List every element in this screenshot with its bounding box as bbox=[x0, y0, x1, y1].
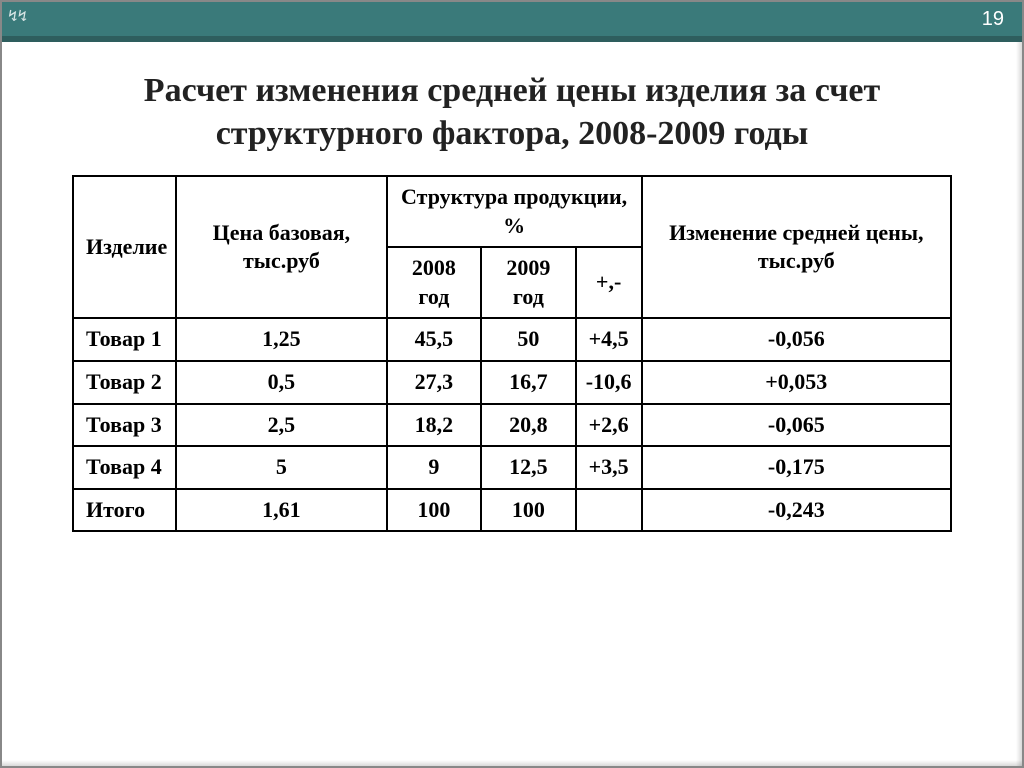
th-base-price: Цена базовая, тыс.руб bbox=[176, 176, 386, 318]
cell-avg-change: -0,175 bbox=[642, 446, 951, 489]
cell-delta: +3,5 bbox=[576, 446, 642, 489]
cell-year1: 27,3 bbox=[387, 361, 482, 404]
cell-year2: 100 bbox=[481, 489, 576, 532]
page-number: 19 bbox=[982, 8, 1004, 31]
cell-year2: 12,5 bbox=[481, 446, 576, 489]
cell-base-price: 1,61 bbox=[176, 489, 386, 532]
cell-delta: -10,6 bbox=[576, 361, 642, 404]
cell-base-price: 1,25 bbox=[176, 318, 386, 361]
cell-base-price: 5 bbox=[176, 446, 386, 489]
cell-delta: +2,6 bbox=[576, 404, 642, 447]
cell-delta: +4,5 bbox=[576, 318, 642, 361]
slide-top-bar: ↯↯ 19 bbox=[2, 2, 1022, 42]
table-row-total: Итого 1,61 100 100 -0,243 bbox=[73, 489, 951, 532]
cell-year1: 45,5 bbox=[387, 318, 482, 361]
th-product: Изделие bbox=[73, 176, 176, 318]
cell-delta bbox=[576, 489, 642, 532]
cell-avg-change: -0,065 bbox=[642, 404, 951, 447]
corner-decoration-icon: ↯↯ bbox=[8, 6, 27, 25]
cell-avg-change: -0,243 bbox=[642, 489, 951, 532]
cell-year1: 18,2 bbox=[387, 404, 482, 447]
table-body: Товар 1 1,25 45,5 50 +4,5 -0,056 Товар 2… bbox=[73, 318, 951, 531]
cell-base-price: 0,5 bbox=[176, 361, 386, 404]
cell-product: Товар 4 bbox=[73, 446, 176, 489]
price-structure-table: Изделие Цена базовая, тыс.руб Структура … bbox=[72, 175, 952, 532]
th-delta: +,- bbox=[576, 247, 642, 318]
cell-year2: 16,7 bbox=[481, 361, 576, 404]
slide-title: Расчет изменения средней цены изделия за… bbox=[62, 70, 962, 155]
cell-product: Товар 2 bbox=[73, 361, 176, 404]
cell-avg-change: -0,056 bbox=[642, 318, 951, 361]
table-row: Товар 4 5 9 12,5 +3,5 -0,175 bbox=[73, 446, 951, 489]
table-row: Товар 2 0,5 27,3 16,7 -10,6 +0,053 bbox=[73, 361, 951, 404]
cell-year1: 9 bbox=[387, 446, 482, 489]
right-shadow bbox=[1016, 42, 1022, 766]
cell-year2: 50 bbox=[481, 318, 576, 361]
cell-product: Итого bbox=[73, 489, 176, 532]
top-bar-underline bbox=[2, 36, 1022, 42]
table-row: Товар 3 2,5 18,2 20,8 +2,6 -0,065 bbox=[73, 404, 951, 447]
table-row: Товар 1 1,25 45,5 50 +4,5 -0,056 bbox=[73, 318, 951, 361]
cell-product: Товар 1 bbox=[73, 318, 176, 361]
bottom-shadow bbox=[2, 760, 1022, 766]
cell-avg-change: +0,053 bbox=[642, 361, 951, 404]
cell-base-price: 2,5 bbox=[176, 404, 386, 447]
cell-year1: 100 bbox=[387, 489, 482, 532]
th-year2: 2009 год bbox=[481, 247, 576, 318]
slide-frame: ↯↯ 19 Расчет изменения средней цены изде… bbox=[0, 0, 1024, 768]
th-avg-change: Изменение средней цены, тыс.руб bbox=[642, 176, 951, 318]
cell-product: Товар 3 bbox=[73, 404, 176, 447]
th-year1: 2008 год bbox=[387, 247, 482, 318]
th-structure-group: Структура продукции, % bbox=[387, 176, 642, 247]
cell-year2: 20,8 bbox=[481, 404, 576, 447]
